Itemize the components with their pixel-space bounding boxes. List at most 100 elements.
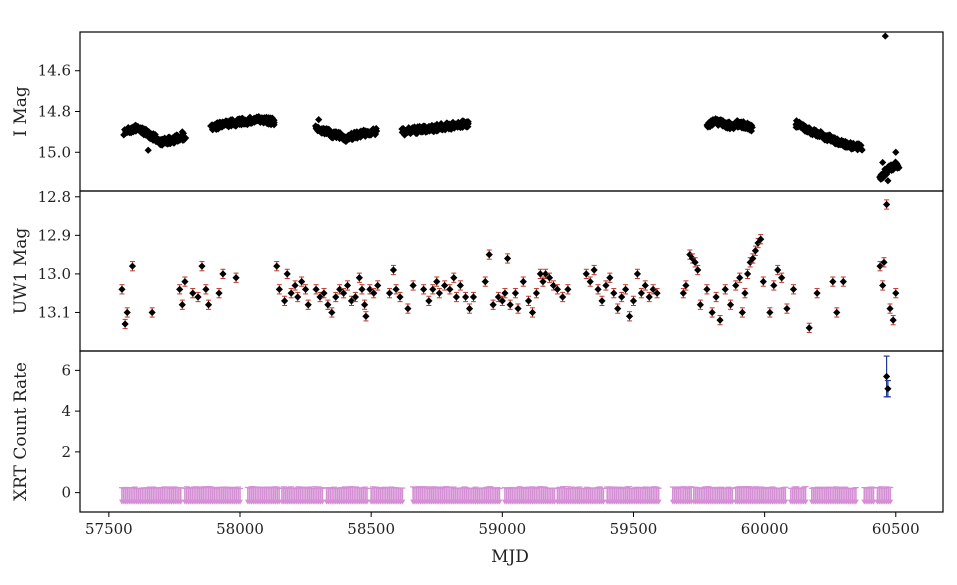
uw1-point: [732, 281, 740, 290]
uw1-point: [450, 274, 458, 282]
imag-point: [893, 161, 902, 169]
imag-point: [228, 116, 237, 124]
imag-point: [723, 124, 731, 132]
uw1-ytick-label: 13.0: [38, 265, 71, 283]
xrt-detection-point: [883, 372, 891, 381]
uw1-point: [469, 293, 478, 301]
imag-point: [356, 133, 365, 141]
uw1-point: [594, 285, 602, 293]
uw1-point: [409, 281, 417, 290]
uw1-point: [336, 285, 344, 293]
uw1-point: [301, 285, 310, 293]
uw1-point: [892, 289, 900, 297]
uw1-point: [511, 289, 520, 297]
imag-point: [372, 124, 380, 133]
xtick-label: 60000: [741, 520, 789, 538]
uw1-point: [590, 266, 598, 274]
uw1-point: [880, 258, 888, 266]
uw1-point: [726, 301, 735, 309]
x-axis-label: MJD: [491, 547, 529, 567]
imag-axes-frame: [79, 31, 944, 192]
uw1-point: [320, 289, 328, 297]
imag-point: [182, 134, 190, 142]
xtick-label: 58500: [347, 520, 395, 538]
uw1-point: [501, 289, 509, 297]
uw1-point: [553, 285, 562, 293]
uw1-point: [679, 289, 687, 297]
uw1-point: [189, 289, 197, 297]
uw1-point: [429, 285, 437, 293]
uw1-point: [629, 297, 638, 305]
uw1-point: [736, 274, 744, 282]
imag-ytick-label: 14.8: [38, 103, 71, 121]
imag-point: [447, 125, 455, 133]
imag-ytick-label: 15.0: [38, 143, 71, 161]
uw1-point: [759, 278, 767, 286]
uw1-point: [754, 239, 762, 247]
uw1-point: [545, 274, 554, 282]
xrt-ytick-label: 4: [61, 402, 71, 420]
uw1-point: [366, 285, 374, 293]
uw1-point: [121, 320, 129, 328]
uw1-point: [532, 289, 541, 297]
uw1-point: [351, 293, 360, 301]
uw1-point: [281, 297, 289, 305]
uw1-point: [708, 308, 716, 317]
uw1-point: [641, 281, 649, 290]
imag-point: [826, 131, 834, 139]
uw1-point: [645, 293, 653, 301]
xrt-axes-frame: [79, 350, 944, 513]
xrt-upper-limit-arrow: [852, 499, 859, 505]
uw1-point: [392, 285, 400, 293]
uw1-point: [751, 247, 760, 255]
uw1-point: [446, 285, 454, 293]
uw1-point: [749, 254, 757, 263]
uw1-point: [328, 308, 336, 317]
uw1-point: [194, 293, 202, 301]
uw1-point: [374, 281, 382, 290]
imag-point: [748, 123, 756, 131]
imag-point: [144, 146, 152, 154]
uw1-point: [343, 281, 352, 290]
uw1-point: [358, 285, 366, 293]
panel-i-mag: 14.6 14.8 15.0 I Mag: [11, 31, 944, 192]
uw1-point: [215, 289, 223, 297]
uw1-point: [886, 304, 894, 313]
uw1-point: [564, 285, 572, 293]
uw1-ytick-label: 12.9: [38, 226, 71, 244]
uw1-point: [688, 254, 697, 263]
xrt-upper-limit-arrow: [496, 499, 503, 505]
uw1-point: [128, 262, 137, 270]
uw1-point: [694, 266, 702, 274]
imag-point: [879, 158, 887, 167]
uw1-point: [539, 278, 547, 286]
uw1-point: [494, 293, 502, 301]
uw1-point: [283, 270, 291, 278]
uw1-point: [396, 293, 404, 301]
xtick-label: 59000: [478, 520, 526, 538]
uw1-point: [889, 316, 897, 324]
imag-point: [892, 148, 900, 156]
uw1-point: [813, 289, 821, 297]
uw1-point: [774, 266, 782, 274]
uw1-point: [370, 289, 378, 297]
uw1-point: [712, 293, 720, 301]
imag-point: [124, 126, 133, 134]
uw1-point: [362, 312, 370, 320]
uw1-point: [291, 281, 299, 290]
uw1-point: [602, 281, 610, 290]
uw1-point: [716, 316, 724, 324]
uw1-point: [385, 289, 394, 297]
uw1-point: [649, 285, 657, 293]
uw1-point: [606, 274, 614, 282]
uw1-point: [741, 289, 749, 297]
xrt-upper-limit-arrow: [600, 499, 607, 505]
uw1-point: [625, 312, 634, 320]
uw1-point: [198, 262, 206, 270]
xtick-label: 57500: [85, 520, 133, 538]
uw1-point: [420, 285, 428, 293]
uw1-point: [340, 289, 348, 297]
uw1-point: [696, 301, 704, 309]
imag-ytick-label: 14.6: [38, 62, 71, 80]
